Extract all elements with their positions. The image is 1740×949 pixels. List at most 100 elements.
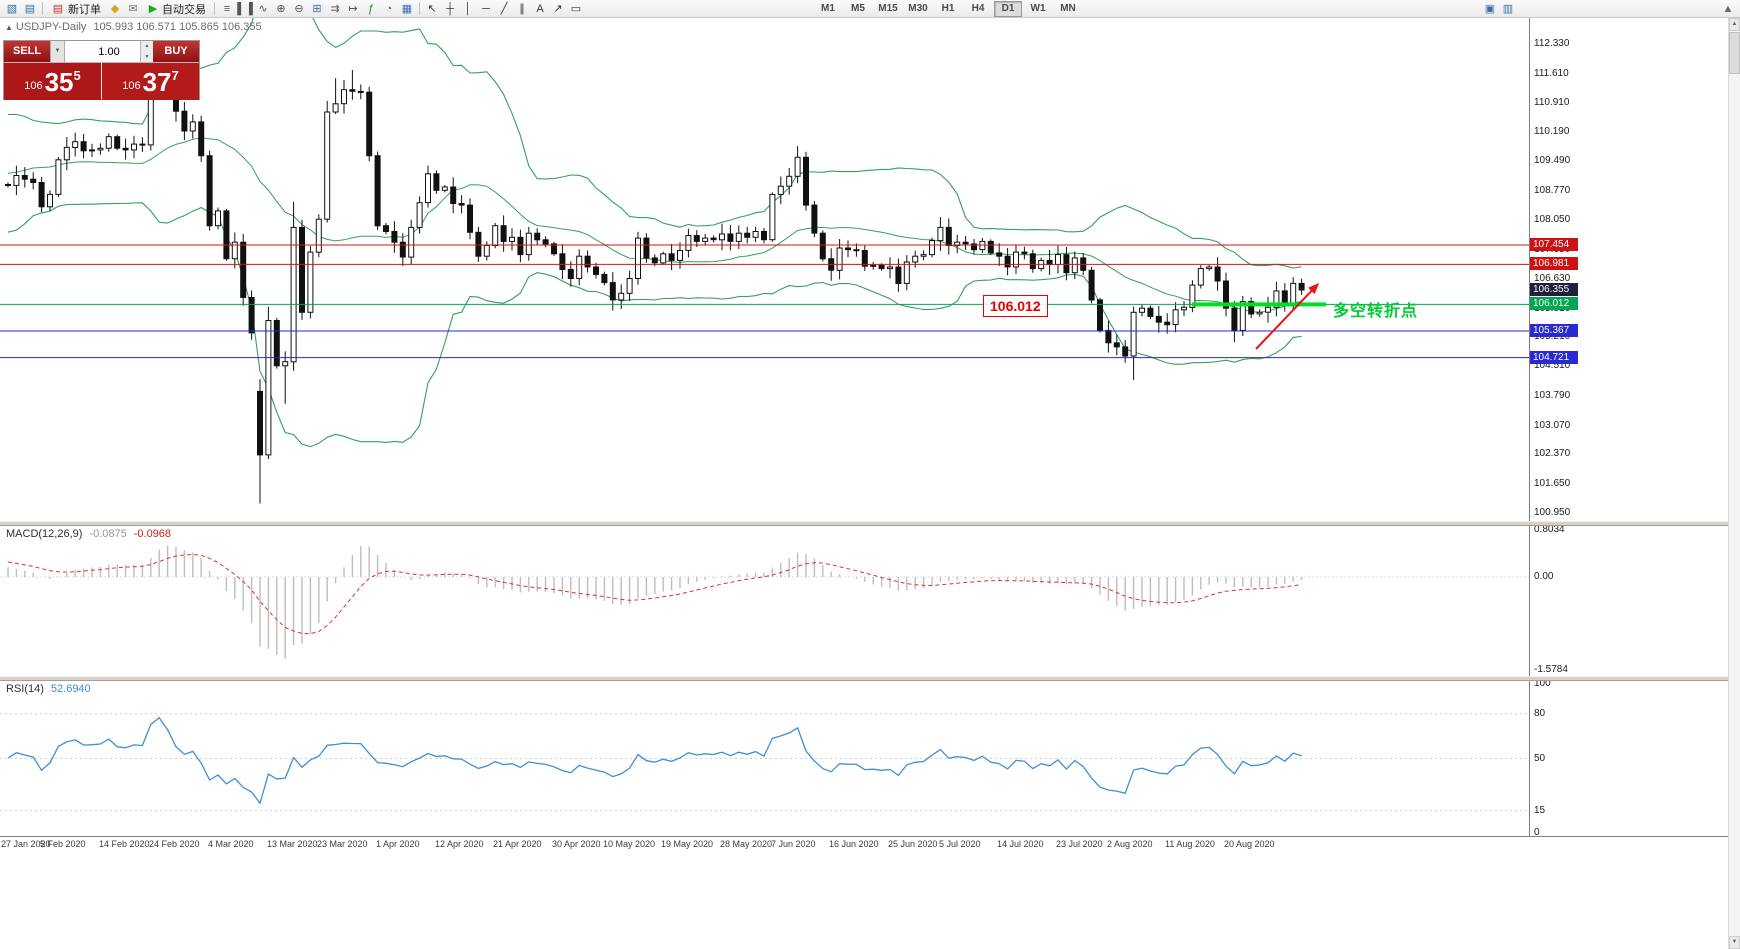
timeframe-m1[interactable]: M1 (821, 2, 835, 14)
date-tick-label: 11 Aug 2020 (1165, 839, 1215, 849)
macd-histogram-layer (0, 545, 1529, 659)
new-chart-icon[interactable]: ▧ (6, 2, 18, 15)
volume-input[interactable] (65, 41, 153, 62)
vertical-line-icon[interactable]: │ (464, 2, 472, 15)
expert-advisors-icon[interactable]: ◆ (110, 2, 120, 15)
shapes-icon[interactable]: ▭ (570, 2, 582, 15)
toolbar-separator (42, 2, 43, 15)
horizontal-line-icon[interactable]: ─ (482, 2, 490, 15)
ask-pips: 37 (142, 66, 172, 97)
date-tick-label: 5 Jul 2020 (939, 839, 981, 849)
price-line-badge: 105.367 (1530, 324, 1578, 337)
buy-button[interactable]: BUY (153, 41, 199, 62)
timeframe-w1[interactable]: W1 (1030, 2, 1046, 14)
trend-arrow-head (1308, 283, 1319, 295)
crosshair-icon[interactable]: ┼ (446, 2, 454, 15)
rsi-indicator-chart[interactable] (0, 681, 1529, 836)
channel-icon[interactable]: ∥ (519, 2, 525, 15)
date-tick-label: 7 Jun 2020 (771, 839, 816, 849)
indicators-icon[interactable]: ƒ (367, 2, 375, 15)
cursor-icon[interactable]: ↖ (427, 2, 437, 15)
date-axis[interactable]: 27 Jan 2020 5 Feb 2020 14 Feb 2020 24 Feb 2… (0, 836, 1729, 851)
new-order-button[interactable]: ▤ 新订单 (46, 1, 106, 17)
timeframe-mn[interactable]: MN (1060, 2, 1076, 14)
bar-chart-icon[interactable]: ≡ (223, 2, 231, 15)
ask-quote-button[interactable]: 106 37 7 (102, 63, 199, 100)
level-lines-layer[interactable] (0, 244, 1529, 359)
mailbox-icon[interactable]: ✉ (128, 2, 138, 15)
price-tick-label: 112.330 (1534, 38, 1570, 49)
timeframe-m5[interactable]: M5 (851, 2, 865, 14)
timeframe-m15[interactable]: M15 (878, 2, 898, 14)
vertical-scrollbar[interactable]: ▲ ▼ (1728, 18, 1740, 949)
price-tick-label: 110.910 (1534, 97, 1570, 108)
autotrading-icon: ▶ (148, 2, 158, 15)
date-tick-label: 16 Jun 2020 (829, 839, 879, 849)
scrollbar-thumb[interactable] (1729, 32, 1740, 74)
rsi-name: RSI(14) (6, 683, 44, 695)
text-icon[interactable]: A (536, 2, 544, 15)
zoom-out-icon[interactable]: ⊖ (294, 2, 304, 15)
price-line-badge: 106.981 (1530, 257, 1578, 270)
sell-button[interactable]: SELL (4, 41, 50, 62)
tile-windows-icon[interactable]: ⊞ (312, 2, 322, 15)
timeframe-d1[interactable]: D1 (994, 0, 1022, 17)
price-annotation-box[interactable]: 106.012 (983, 295, 1048, 317)
rsi-label: RSI(14) 52.6940 (6, 683, 91, 695)
date-tick-label: 12 Apr 2020 (435, 839, 484, 849)
bid-quote-button[interactable]: 106 35 5 (4, 63, 101, 100)
scrollbar-down-icon[interactable]: ▼ (1729, 936, 1740, 949)
templates-icon[interactable]: ▦ (401, 2, 413, 15)
autotrading-label: 自动交易 (162, 3, 206, 16)
auto-scroll-icon[interactable]: ⇉ (330, 2, 340, 15)
annotations-layer[interactable] (1192, 283, 1326, 350)
new-window-icon[interactable]: ▣ (1484, 2, 1496, 15)
chart-shift-icon[interactable]: ↦ (348, 2, 358, 15)
date-tick-label: 19 May 2020 (661, 839, 714, 849)
bb-middle-band (7, 137, 1302, 313)
trendline-icon[interactable]: ╱ (500, 2, 508, 15)
price-tick-label: 102.370 (1534, 448, 1571, 459)
date-tick-label: 28 May 2020 (720, 839, 773, 849)
line-chart-icon[interactable]: ∿ (258, 2, 268, 15)
timeframe-h1[interactable]: H1 (941, 2, 955, 14)
candlestick-chart-icon[interactable]: ▌▐ (237, 2, 253, 15)
spin-up-icon[interactable]: ▲ (144, 43, 150, 49)
timeframe-h4[interactable]: H4 (971, 2, 985, 14)
panel-splitter-rsi[interactable] (0, 676, 1729, 681)
macd-signal-line (7, 553, 1302, 635)
price-line-badge: 104.721 (1530, 351, 1578, 364)
main-price-chart[interactable] (0, 18, 1529, 521)
arrow-tool-icon[interactable]: ↗ (553, 2, 563, 15)
turning-point-green-bar (1192, 302, 1326, 307)
collapse-toolbar-icon[interactable]: ▲ (1722, 2, 1734, 15)
spin-down-icon[interactable]: ▼ (144, 53, 150, 60)
price-tick-label: 111.610 (1534, 68, 1569, 79)
chart-title: ▲ USDJPY-Daily 105.993 106.571 105.865 106… (5, 21, 262, 33)
profiles-icon[interactable]: ▤ (24, 2, 36, 15)
new-order-icon: ▤ (52, 2, 64, 15)
panel-splitter-macd[interactable] (0, 521, 1729, 526)
window-list-icon[interactable]: ▥ (1502, 2, 1514, 15)
toolbar-separator (214, 2, 215, 15)
macd-indicator-chart[interactable] (0, 526, 1529, 676)
scrollbar-up-icon[interactable]: ▲ (1729, 18, 1740, 31)
bid-point: 5 (73, 68, 81, 83)
date-tick-label: 1 Apr 2020 (376, 839, 420, 849)
price-axis[interactable]: 0.8034 0.00 -1.5784 112.330 111.610 110.91… (1529, 18, 1728, 850)
macd-axis-max: 0.8034 (1534, 524, 1565, 535)
periods-icon[interactable]: ◔ (385, 2, 393, 15)
rsi-axis-label: 0 (1534, 827, 1540, 838)
date-tick-label: 14 Jul 2020 (997, 839, 1044, 849)
timeframe-m30[interactable]: M30 (908, 2, 928, 14)
volume-dropdown-icon[interactable]: ▼ (50, 41, 65, 62)
bollinger-bands-layer (7, 18, 1302, 448)
zoom-in-icon[interactable]: ⊕ (276, 2, 286, 15)
toolbar: ▧ ▤ ▤ 新订单 ◆ ✉ ▶ 自动交易 ≡ ▌▐ ∿ ⊕ ⊖ ⊞ ⇉ ↦ ƒ ◔ ▦ ↖ ┼ │ ─ ╱ ∥ A ↗ ▭ M1 M5 M1… (0, 0, 1740, 18)
volume-field-wrap: ▲ ▼ (65, 41, 153, 62)
turning-point-annotation[interactable]: 多空转折点 (1333, 303, 1419, 320)
volume-spinner[interactable]: ▲ ▼ (140, 41, 153, 62)
autotrading-button[interactable]: ▶ 自动交易 (142, 1, 211, 17)
date-tick-label: 20 Aug 2020 (1224, 839, 1275, 849)
macd-signal-value: -0.0968 (133, 528, 172, 540)
